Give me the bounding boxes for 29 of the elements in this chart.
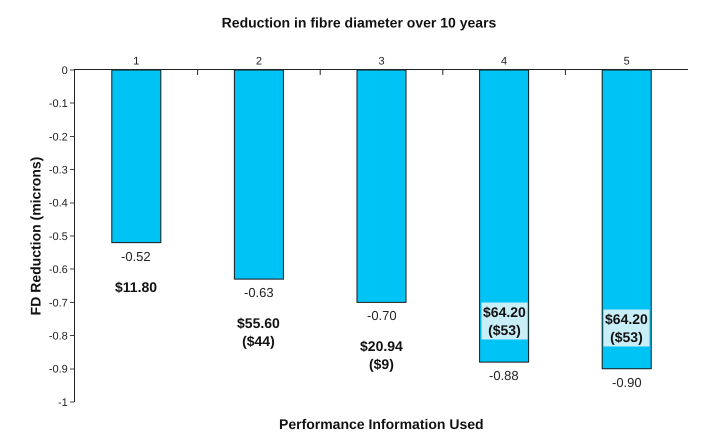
x-tick-label: 3 [378, 56, 385, 68]
y-tick-label: -0.4 [48, 198, 68, 210]
y-tick-label: -0.9 [48, 364, 68, 376]
data-label: -0.63 [244, 285, 274, 300]
annotation: $20.94 ($9) [360, 338, 404, 372]
data-label: -0.90 [612, 375, 642, 390]
x-tick-label: 5 [624, 56, 630, 68]
annotation: $55.60 ($44) [237, 315, 280, 350]
y-tick-label: -0.6 [48, 264, 68, 276]
annotation: $11.80 [115, 279, 158, 295]
chart-title: Reduction in fibre diameter over 10 years [222, 14, 497, 31]
annotation: $64.20 ($53) [605, 311, 648, 346]
y-tick-label: 0 [62, 64, 68, 77]
y-tick-label: -0.7 [48, 297, 68, 310]
data-label: -0.70 [367, 308, 397, 323]
data-label: -0.52 [121, 249, 151, 264]
y-axis-title: FD Reduction (microns) [27, 156, 44, 316]
y-tick-label: -0.5 [48, 230, 68, 243]
y-tick-label: -1 [58, 396, 68, 409]
x-tick-label: 2 [256, 56, 262, 68]
y-tick-label: -0.3 [48, 164, 68, 176]
x-tick-label: 1 [133, 56, 140, 68]
x-axis-title: Performance Information Used [279, 416, 484, 432]
annotation: $64.20 ($53) [483, 304, 526, 338]
y-tick-label: -0.2 [48, 131, 68, 144]
x-tick-label: 4 [501, 56, 508, 68]
data-label: -0.88 [489, 368, 519, 383]
y-tick-label: -0.8 [48, 330, 68, 342]
y-tick-label: -0.1 [48, 98, 68, 110]
